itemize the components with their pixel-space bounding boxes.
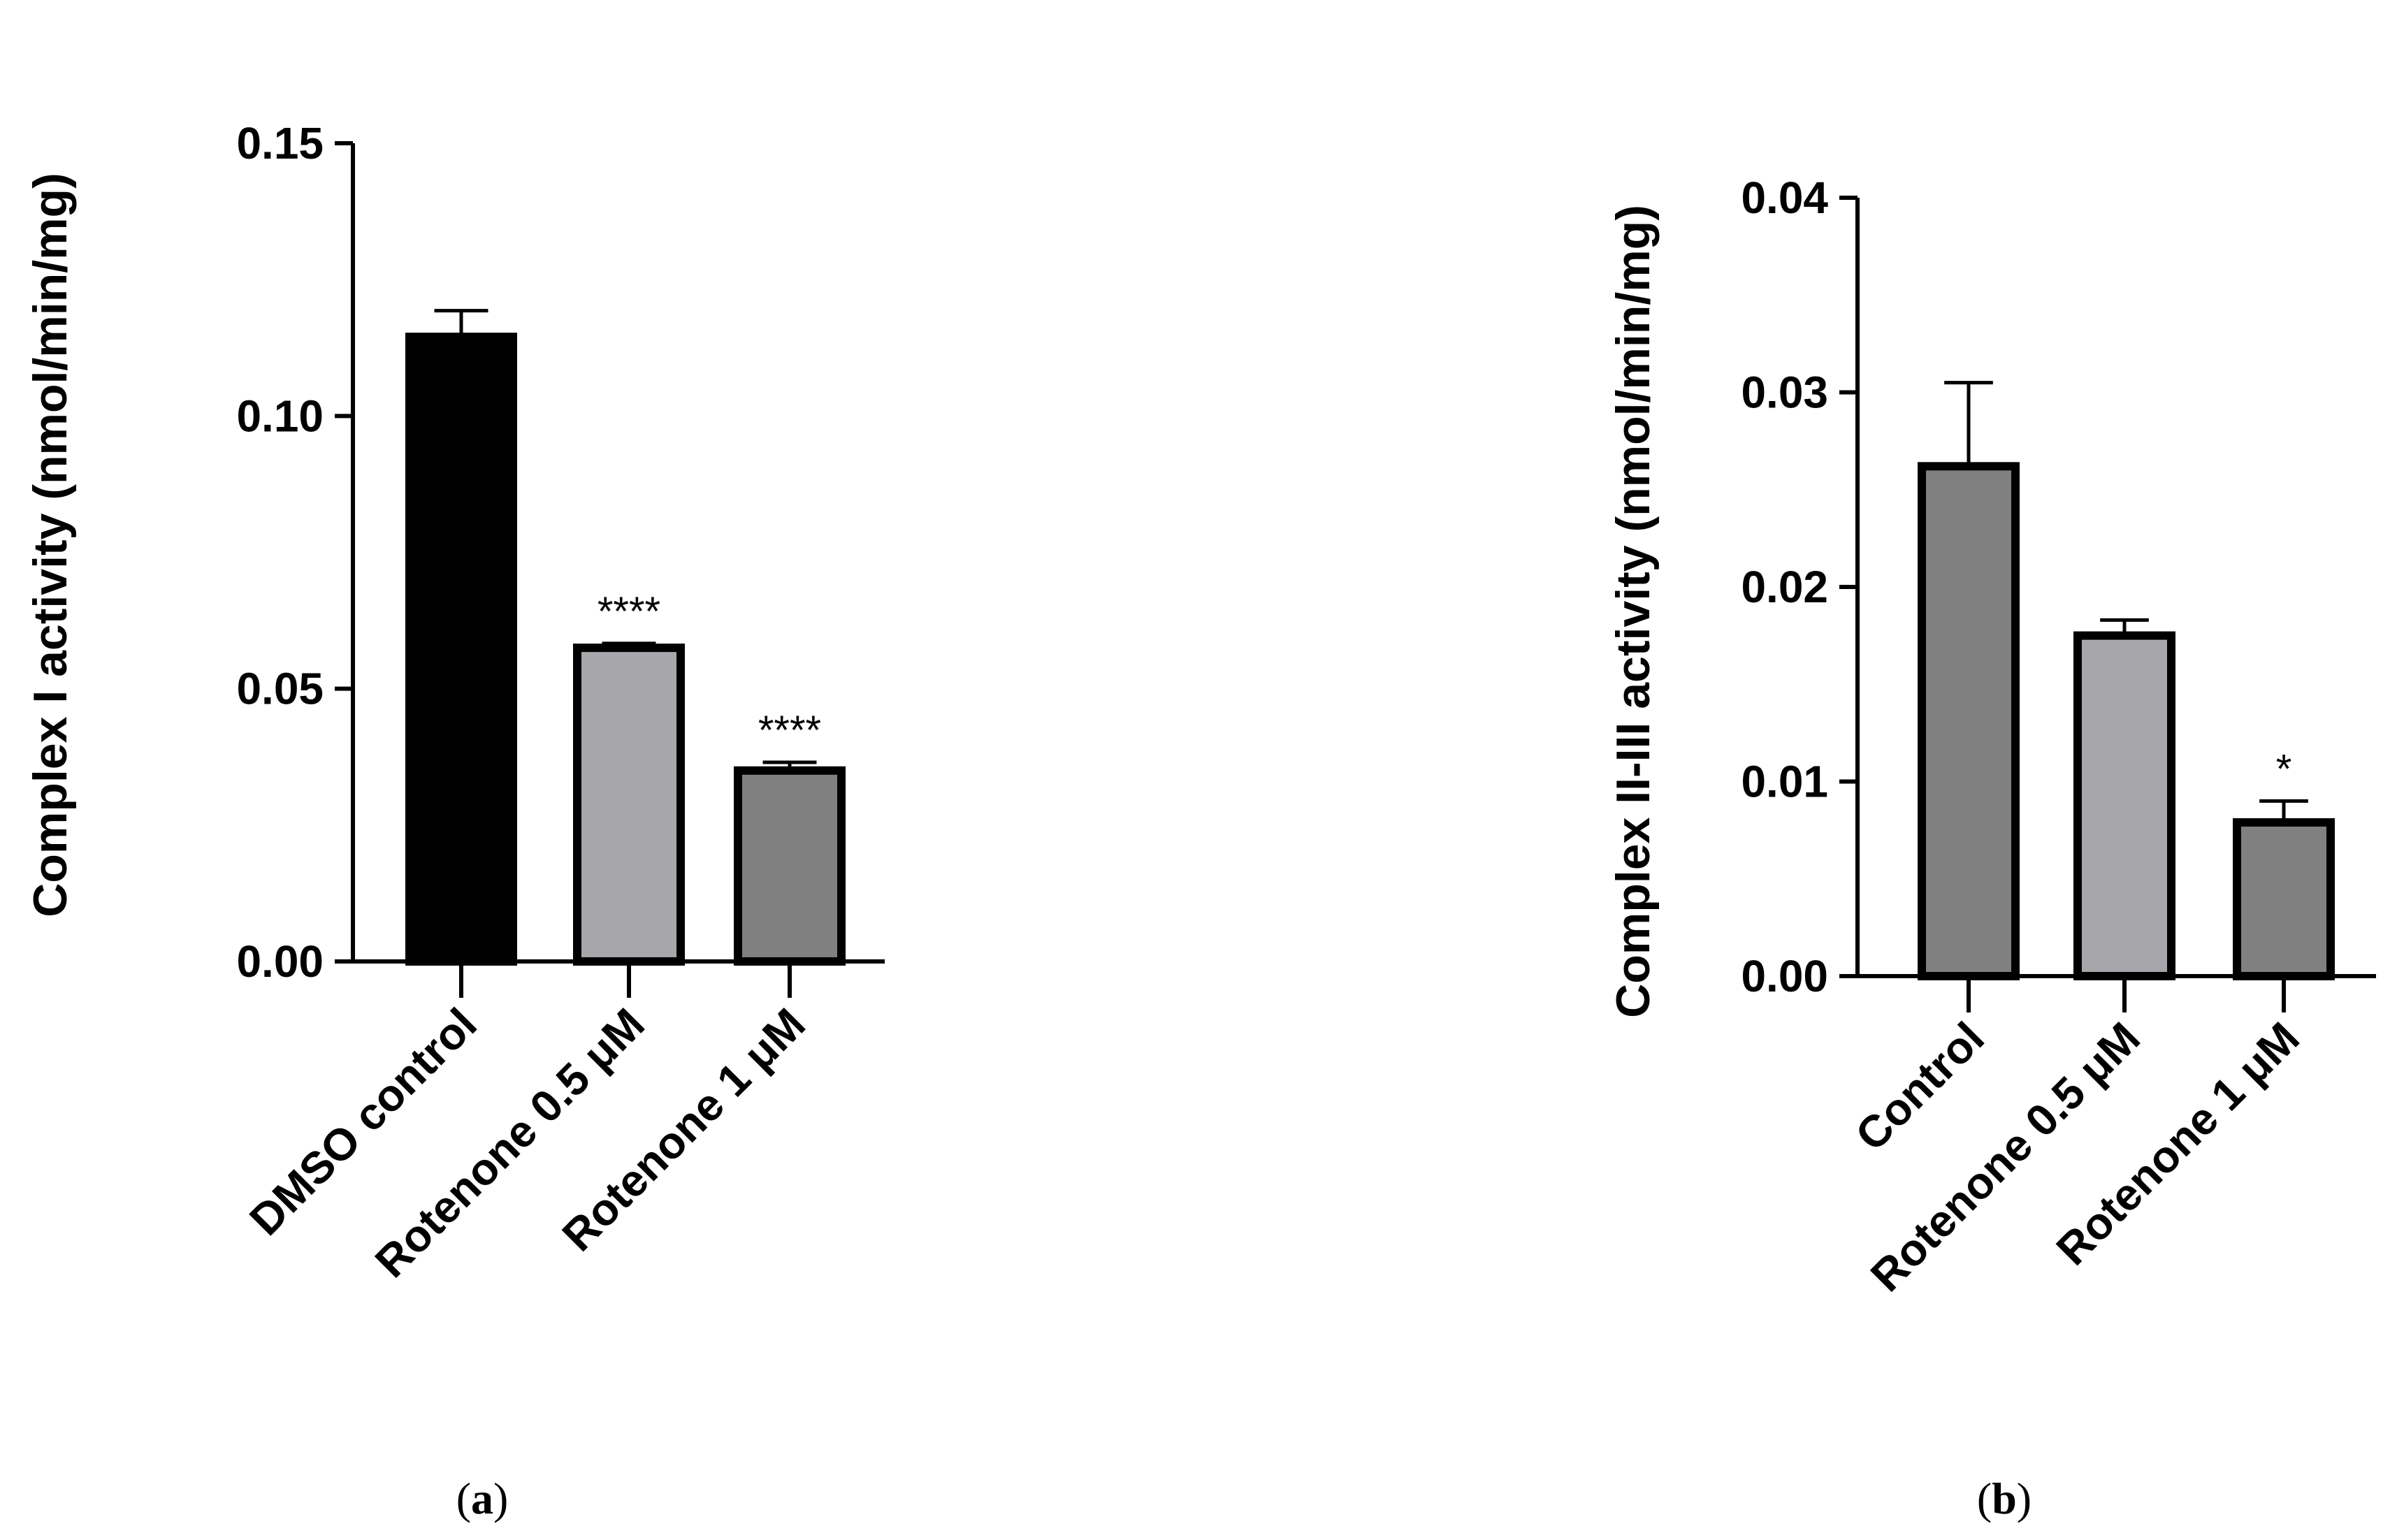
bar-b-1 xyxy=(1918,462,2020,980)
y-tick-label-a-3: 0.15 xyxy=(236,118,324,168)
y-tick-label-b-3: 0.03 xyxy=(1741,368,1828,418)
bar-b-3 xyxy=(2233,818,2335,980)
category-label-b-2: Rotenone 0.5 μM xyxy=(1861,1012,2150,1301)
bar-b-2 xyxy=(2073,631,2175,980)
y-tick-label-b-0: 0.00 xyxy=(1741,951,1828,1001)
y-tick-label-a-0: 0.00 xyxy=(236,936,324,987)
y-tick-label-b-1: 0.01 xyxy=(1741,757,1828,807)
category-label-b-1: Control xyxy=(1846,1012,1994,1161)
panel-label-a: (a) xyxy=(456,1474,509,1523)
y-tick-label-a-2: 0.10 xyxy=(236,391,324,441)
y-tick-label-b-4: 0.04 xyxy=(1741,173,1828,223)
panel-label-b: (b) xyxy=(1977,1474,2032,1523)
significance-a-3: **** xyxy=(758,708,821,753)
y-axis-title-b: Complex II-III activity (nmol/min/mg) xyxy=(1607,205,1660,1018)
y-axis-title-a: Complex I activity (nmol/min/mg) xyxy=(24,173,77,917)
bar-a-1 xyxy=(405,333,517,966)
y-tick-label-b-2: 0.02 xyxy=(1741,562,1828,612)
significance-b-3: * xyxy=(2276,746,2292,792)
y-tick-label-a-1: 0.05 xyxy=(236,664,324,714)
bar-a-3 xyxy=(734,766,846,966)
significance-a-2: **** xyxy=(598,589,660,634)
bar-a-2 xyxy=(573,644,685,966)
